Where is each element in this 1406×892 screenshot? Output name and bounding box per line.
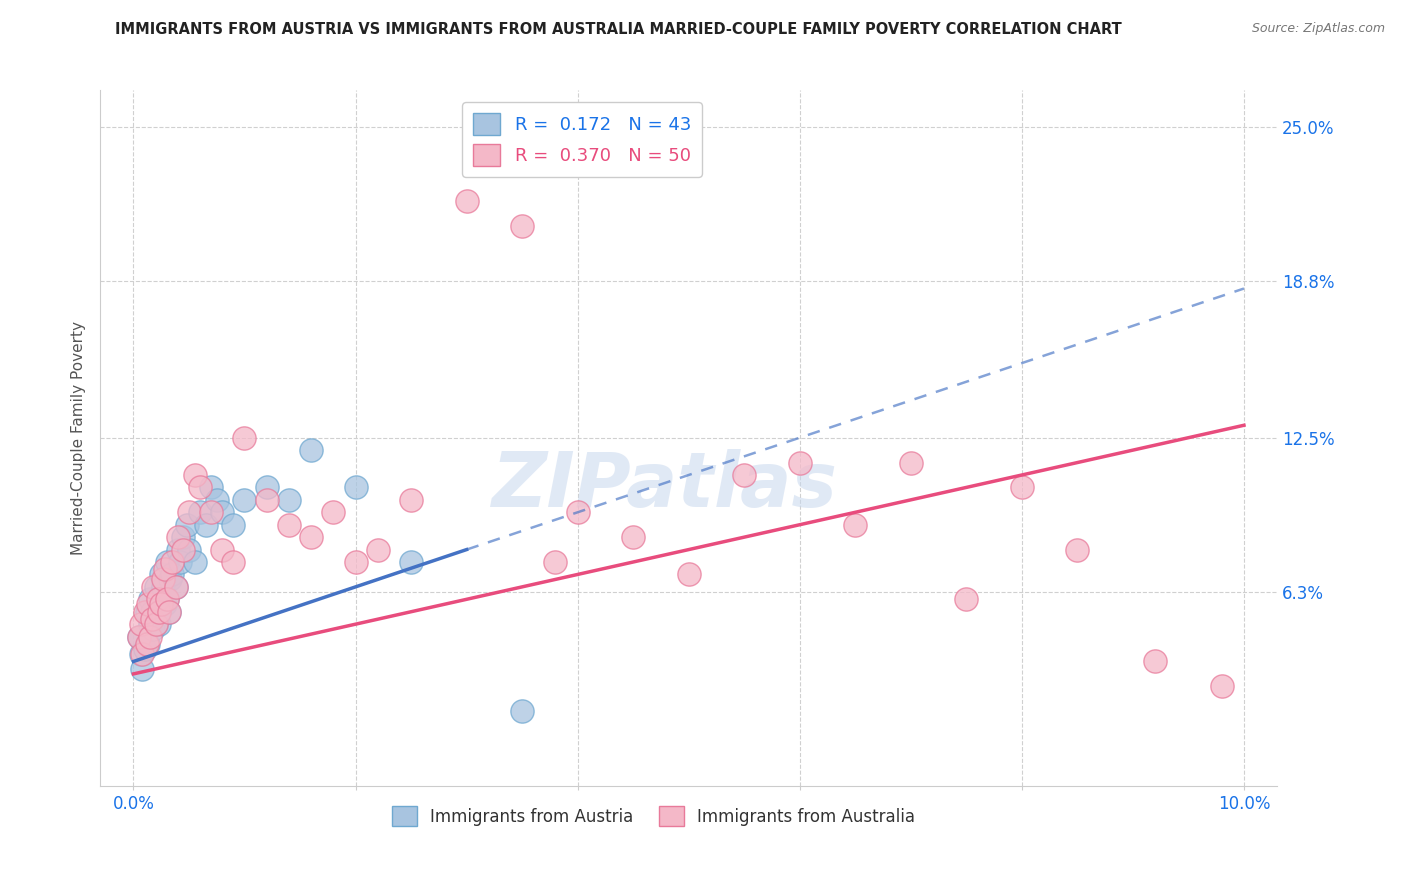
Point [621,530,644,544]
Point [172,542,194,557]
Point [510,219,533,234]
Point [153,562,176,576]
Point [165,580,187,594]
Point [156,592,179,607]
Legend: Immigrants from Austria, Immigrants from Australia: Immigrants from Austria, Immigrants from… [385,799,921,833]
Point [222,555,245,569]
Point [150,567,173,582]
Point [188,480,211,494]
Point [1011,480,1033,494]
Point [277,492,299,507]
Point [167,542,190,557]
Point [205,492,228,507]
Point [150,597,173,611]
Point [139,592,162,607]
Point [153,597,176,611]
Point [131,662,153,676]
Point [145,617,167,632]
Point [141,605,163,619]
Point [145,617,167,632]
Point [678,567,700,582]
Point [277,517,299,532]
Text: ZIPatlas: ZIPatlas [492,450,838,524]
Point [200,505,222,519]
Point [159,573,181,587]
Point [162,567,184,582]
Point [177,505,200,519]
Point [134,605,156,619]
Point [399,555,422,569]
Point [157,605,180,619]
Point [183,555,205,569]
Point [128,630,150,644]
Point [150,592,173,607]
Point [128,630,150,644]
Point [134,642,156,657]
Point [183,467,205,482]
Point [200,480,222,494]
Point [344,480,367,494]
Point [299,530,322,544]
Point [211,505,233,519]
Point [157,605,180,619]
Point [367,542,389,557]
Point [900,456,922,470]
Point [146,605,169,619]
Point [152,573,174,587]
Point [733,467,755,482]
Point [399,492,422,507]
Point [1211,679,1233,693]
Point [136,597,159,611]
Point [148,617,170,632]
Point [789,456,811,470]
Point [167,530,190,544]
Point [135,637,157,651]
Point [256,480,278,494]
Point [129,617,152,632]
Point [156,555,179,569]
Point [142,580,165,594]
Point [142,622,165,636]
Point [172,530,194,544]
Point [131,647,153,661]
Point [256,492,278,507]
Point [1144,655,1167,669]
Point [188,505,211,519]
Point [211,542,233,557]
Point [165,580,187,594]
Point [955,592,977,607]
Point [194,517,217,532]
Point [567,505,589,519]
Point [169,555,191,569]
Point [176,517,198,532]
Point [344,555,367,569]
Y-axis label: Married-Couple Family Poverty: Married-Couple Family Poverty [72,321,86,555]
Point [456,194,478,209]
Point [322,505,344,519]
Text: IMMIGRANTS FROM AUSTRIA VS IMMIGRANTS FROM AUSTRALIA MARRIED-COUPLE FAMILY POVER: IMMIGRANTS FROM AUSTRIA VS IMMIGRANTS FR… [115,22,1122,37]
Point [222,517,245,532]
Point [544,555,567,569]
Point [1066,542,1088,557]
Point [162,555,184,569]
Point [844,517,866,532]
Point [510,704,533,718]
Point [152,580,174,594]
Point [129,647,152,661]
Point [233,431,256,445]
Point [139,630,162,644]
Point [148,605,170,619]
Text: Source: ZipAtlas.com: Source: ZipAtlas.com [1251,22,1385,36]
Point [233,492,256,507]
Point [156,592,179,607]
Point [141,612,163,626]
Point [146,592,169,607]
Point [136,637,159,651]
Point [145,580,167,594]
Point [299,443,322,458]
Point [135,605,157,619]
Point [139,617,162,632]
Point [177,542,200,557]
